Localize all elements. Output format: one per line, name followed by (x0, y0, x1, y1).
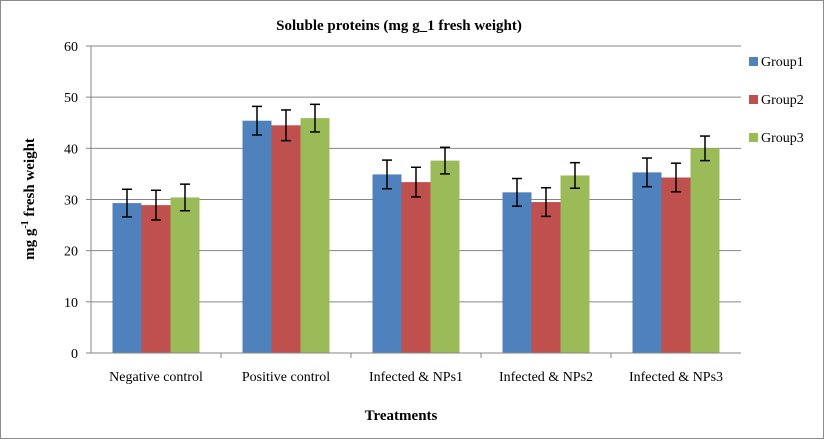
legend-label: Group3 (761, 131, 804, 146)
error-bar (440, 146, 450, 175)
y-tick-label: 20 (64, 245, 78, 260)
x-axis-title: Treatments (365, 408, 438, 424)
y-tick-label: 0 (71, 347, 78, 362)
y-axis-title-rest: fresh weight (22, 138, 38, 220)
bar (531, 202, 561, 353)
y-axis-title-main: mg g (22, 228, 38, 260)
bars (112, 118, 720, 354)
bar (271, 125, 301, 353)
error-bar (700, 135, 710, 162)
bar (690, 148, 720, 353)
bar (242, 120, 272, 353)
y-tick-labels: 0 10 20 30 40 50 60 (64, 40, 91, 362)
error-bar (281, 109, 291, 142)
legend: Group1 Group2 Group3 (749, 55, 804, 146)
x-tick-label: Infected & NPs3 (629, 370, 723, 385)
legend-swatch (749, 133, 758, 142)
bar (141, 205, 171, 353)
bar (632, 172, 662, 353)
legend-label: Group1 (761, 55, 804, 70)
bar (560, 175, 590, 353)
y-axis-title: mg g-1 fresh weight (20, 138, 38, 260)
y-tick-label: 50 (64, 91, 78, 106)
chart-title: Soluble proteins (mg g_1 fresh weight) (276, 18, 522, 34)
bar (661, 177, 691, 353)
y-tick-label: 40 (64, 142, 78, 157)
y-tick-label: 60 (64, 40, 78, 55)
y-tick-label: 30 (64, 194, 78, 209)
error-bar (122, 188, 132, 218)
error-bar (541, 186, 551, 218)
x-tick-labels: Negative control Positive control Infected… (109, 353, 723, 385)
legend-label: Group2 (761, 93, 804, 108)
error-bars (122, 103, 710, 221)
error-bar (642, 157, 652, 188)
bar (430, 160, 460, 353)
error-bar (570, 161, 580, 189)
error-bar (252, 105, 262, 136)
x-tick-label: Infected & NPs2 (499, 370, 593, 385)
bar (300, 118, 330, 354)
error-bar (180, 183, 190, 212)
x-tick-label: Negative control (109, 370, 203, 385)
x-tick-label: Positive control (242, 370, 330, 385)
bar (401, 182, 431, 353)
y-tick-label: 10 (64, 296, 78, 311)
bar (112, 203, 142, 353)
bar (372, 174, 402, 353)
error-bar (382, 159, 392, 190)
legend-swatch (749, 95, 758, 104)
bar (502, 192, 532, 353)
error-bar (512, 177, 522, 207)
x-tick-label: Infected & NPs1 (369, 370, 463, 385)
y-axis-title-superscript: -1 (20, 220, 31, 228)
error-bar (671, 162, 681, 193)
legend-swatch (749, 57, 758, 66)
error-bar (310, 103, 320, 133)
error-bar (151, 189, 161, 221)
error-bar (411, 166, 421, 198)
bar (170, 197, 200, 353)
